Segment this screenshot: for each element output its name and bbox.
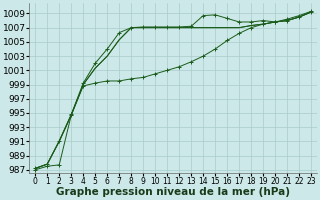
- X-axis label: Graphe pression niveau de la mer (hPa): Graphe pression niveau de la mer (hPa): [56, 187, 290, 197]
